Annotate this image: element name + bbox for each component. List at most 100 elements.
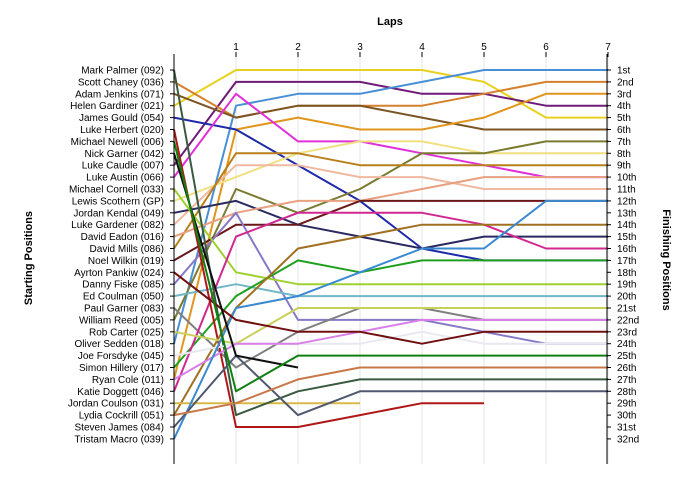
- driver-label-5: James Gould (054): [79, 113, 164, 124]
- driver-label-31: Steven James (084): [75, 423, 165, 434]
- driver-label-30: Lydia Cockrill (051): [79, 411, 164, 422]
- finishing-position-14: 14th: [617, 220, 636, 231]
- series-line-34: [173, 141, 608, 393]
- driver-label-10: Luke Austin (066): [86, 173, 164, 184]
- series-line-33: [173, 366, 608, 417]
- finishing-position-22: 22nd: [617, 315, 639, 326]
- finishing-position-15: 15th: [617, 232, 636, 243]
- finishing-position-10: 10th: [617, 173, 636, 184]
- driver-label-6: Luke Herbert (020): [80, 125, 164, 136]
- finishing-position-labels: 1st2nd3rd4th5th6th7th8th9th10th11th12th1…: [607, 66, 639, 445]
- series-line-29: [173, 199, 608, 440]
- driver-label-26: Simon Hillery (017): [79, 363, 164, 374]
- series-line-21: [173, 211, 608, 392]
- finishing-position-29: 29th: [617, 399, 636, 410]
- finishing-position-27: 27th: [617, 375, 636, 386]
- series-line-31: [173, 354, 608, 428]
- series-line-24: [173, 307, 608, 345]
- driver-label-23: Rob Carter (025): [89, 327, 164, 338]
- driver-label-8: Nick Garner (042): [85, 149, 164, 160]
- x-tick-label-2: 2: [295, 42, 301, 53]
- finishing-position-3: 3rd: [617, 89, 631, 100]
- finishing-position-28: 28th: [617, 387, 636, 398]
- x-tick-label-4: 4: [419, 42, 425, 53]
- series-line-23: [173, 223, 608, 416]
- driver-label-18: Ayrton Pankiw (024): [74, 268, 164, 279]
- x-tick-label-6: 6: [543, 42, 549, 53]
- driver-label-2: Scott Chaney (036): [78, 77, 164, 88]
- driver-label-25: Joe Forsdyke (045): [78, 351, 164, 362]
- driver-label-29: Jordan Coulson (031): [68, 399, 164, 410]
- driver-labels: Mark Palmer (092)Scott Chaney (036)Adam …: [68, 66, 174, 445]
- y-axis-label-left: Starting Positions: [23, 211, 35, 305]
- chart-title: Laps: [377, 16, 403, 28]
- driver-label-12: Lewis Scothern (GP): [72, 196, 164, 207]
- finishing-position-23: 23rd: [617, 327, 637, 338]
- finishing-position-17: 17th: [617, 256, 636, 267]
- driver-label-14: Luke Gardener (082): [71, 220, 164, 231]
- driver-label-13: Jordan Kendal (049): [73, 208, 164, 219]
- finishing-position-5: 5th: [617, 113, 631, 124]
- series-line-3: [173, 69, 608, 344]
- series-line-6: [173, 92, 608, 380]
- finishing-position-20: 20th: [617, 292, 636, 303]
- driver-label-7: Michael Newell (006): [71, 137, 164, 148]
- series-line-16: [173, 211, 608, 345]
- series-line-20: [173, 259, 608, 369]
- x-tick-label-3: 3: [357, 42, 363, 53]
- finishing-position-1: 1st: [617, 66, 631, 77]
- series-line-13: [173, 199, 608, 250]
- finishing-position-7: 7th: [617, 137, 631, 148]
- driver-label-22: William Reed (005): [79, 315, 164, 326]
- driver-label-24: Oliver Sedden (018): [75, 339, 165, 350]
- driver-label-11: Michael Cornell (033): [69, 185, 164, 196]
- finishing-position-4: 4th: [617, 101, 631, 112]
- finishing-position-11: 11th: [617, 185, 636, 196]
- series-line-28: [173, 318, 608, 381]
- series-line-5: [173, 92, 608, 131]
- finishing-position-25: 25th: [617, 351, 636, 362]
- finishing-position-21: 21st: [617, 304, 636, 315]
- series-line-12: [173, 152, 608, 250]
- series-line-8: [173, 92, 608, 179]
- finishing-position-18: 18th: [617, 268, 636, 279]
- series-line-14: [173, 176, 608, 238]
- axes: [173, 54, 608, 464]
- finishing-position-13: 13th: [617, 208, 636, 219]
- finishing-position-19: 19th: [617, 280, 636, 291]
- driver-label-4: Helen Gardiner (021): [70, 101, 164, 112]
- series-line-1: [173, 69, 608, 119]
- finishing-position-24: 24th: [617, 339, 636, 350]
- finishing-position-32: 32nd: [617, 434, 639, 445]
- series-line-26: [173, 69, 608, 417]
- driver-label-27: Ryan Cole (011): [92, 375, 164, 386]
- series-line-19: [173, 188, 608, 286]
- finishing-position-12: 12th: [617, 196, 636, 207]
- x-tick-label-1: 1: [233, 42, 239, 53]
- finishing-position-30: 30th: [617, 411, 636, 422]
- finishing-position-6: 6th: [617, 125, 631, 136]
- finishing-position-31: 31st: [617, 423, 636, 434]
- driver-label-16: David Mills (086): [90, 244, 164, 255]
- driver-label-15: David Eadon (016): [81, 232, 164, 243]
- finishing-position-16: 16th: [617, 244, 636, 255]
- driver-label-17: Noel Wilkin (019): [88, 256, 164, 267]
- finishing-position-9: 9th: [617, 161, 631, 172]
- series-line-15: [173, 199, 608, 262]
- finishing-position-8: 8th: [617, 149, 631, 160]
- series-line-22: [173, 129, 484, 428]
- y-axis-label-right: Finishing Positions: [660, 209, 672, 310]
- x-tick-label-7: 7: [605, 42, 611, 53]
- driver-label-19: Danny Fiske (085): [82, 280, 164, 291]
- driver-label-32: Tristam Macro (039): [74, 434, 164, 445]
- grid: [235, 52, 609, 464]
- series-line-17: [173, 283, 608, 298]
- series-line-9: [173, 140, 608, 202]
- series-line-10: [173, 140, 608, 321]
- driver-label-9: Luke Caudle (007): [82, 161, 164, 172]
- x-tick-label-5: 5: [481, 42, 487, 53]
- driver-label-21: Paul Garner (083): [84, 304, 164, 315]
- series-line-11: [173, 164, 608, 226]
- driver-label-3: Adam Jenkins (071): [75, 89, 164, 100]
